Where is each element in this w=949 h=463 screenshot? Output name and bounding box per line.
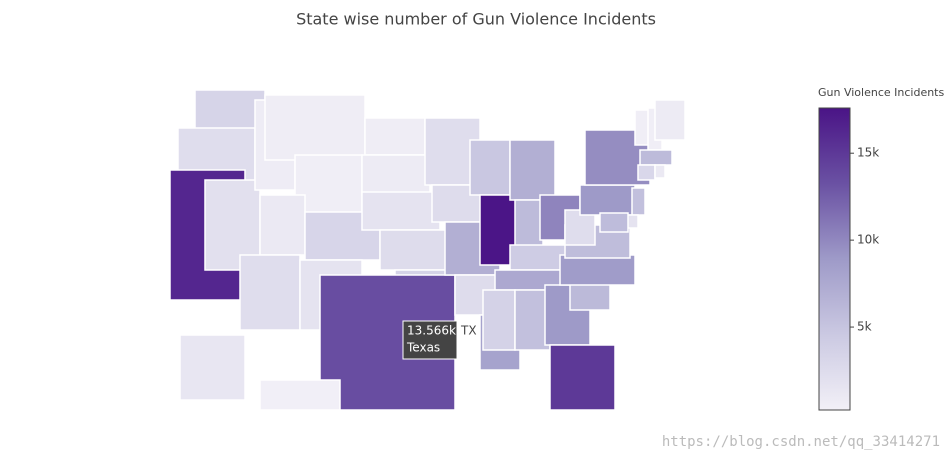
state [559, 254, 636, 286]
state [469, 139, 511, 196]
state [264, 94, 366, 161]
tooltip-code: TX [460, 324, 477, 338]
colorbar-tick-label: 15k [857, 146, 879, 160]
tooltip-value: 13.566k [407, 324, 456, 338]
state [514, 289, 551, 351]
state [631, 187, 646, 216]
state [639, 149, 673, 166]
state [379, 229, 451, 271]
colorbar [818, 107, 851, 411]
state [259, 379, 341, 411]
state [514, 199, 544, 251]
chart-title: State wise number of Gun Violence Incide… [296, 10, 656, 29]
state [364, 117, 426, 156]
state [259, 194, 306, 256]
state [179, 334, 246, 401]
colorbar-tick-label: 10k [857, 233, 879, 247]
watermark: https://blog.csdn.net/qq_33414271 [662, 434, 940, 450]
state [654, 164, 666, 179]
state [239, 254, 301, 331]
tooltip-name: Texas [406, 341, 440, 355]
tooltip [402, 320, 458, 360]
state [361, 154, 431, 196]
state [549, 344, 616, 411]
colorbar-title: Gun Violence Incidents [818, 86, 944, 99]
state [361, 191, 441, 231]
state [294, 154, 363, 216]
state [599, 212, 629, 233]
state [637, 164, 656, 181]
state [654, 99, 686, 141]
state [482, 289, 516, 351]
colorbar-tick-label: 5k [857, 320, 872, 334]
state [509, 139, 556, 201]
state [579, 184, 636, 216]
